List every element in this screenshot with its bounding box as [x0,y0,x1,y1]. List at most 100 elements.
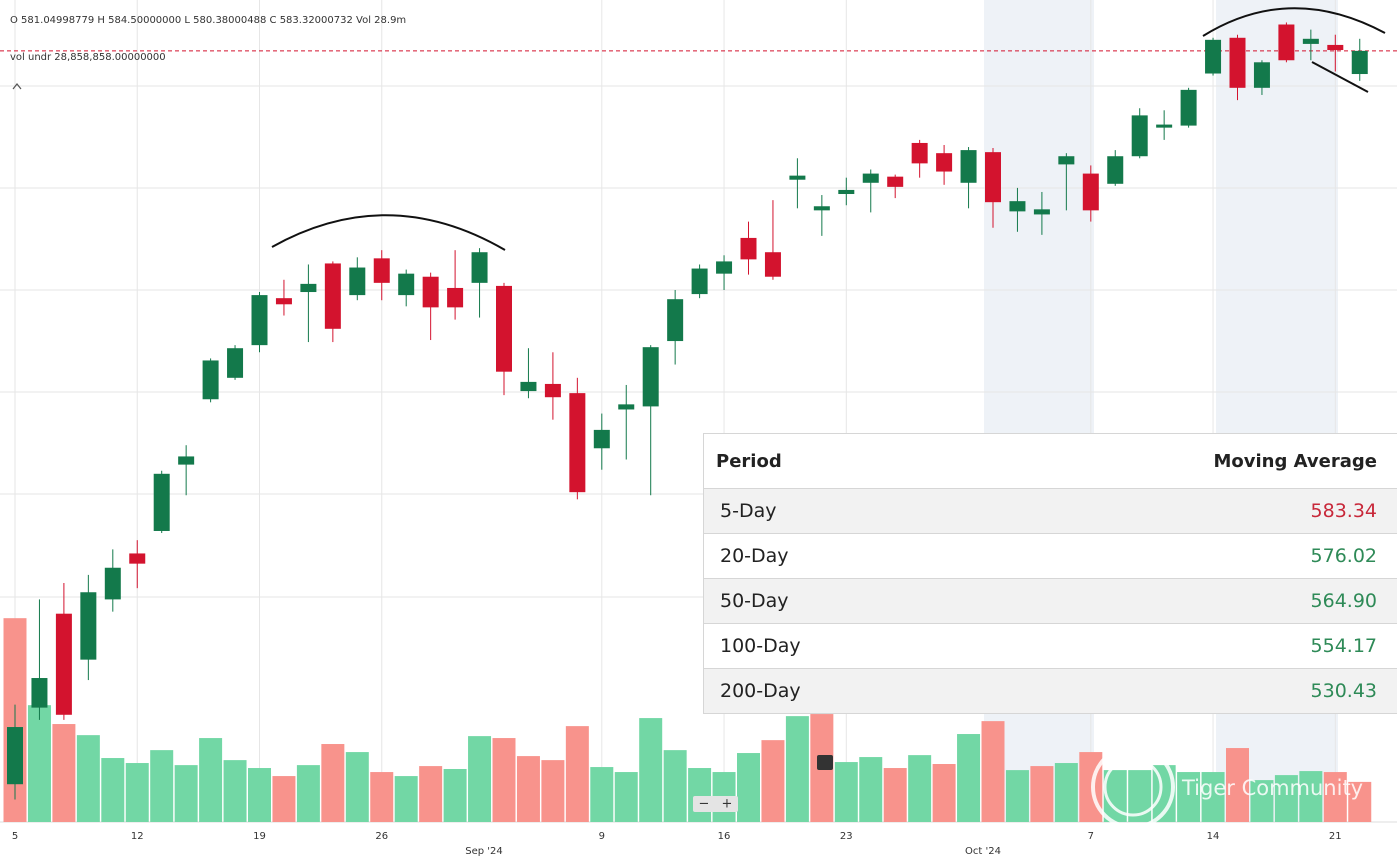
pattern-line [1311,61,1369,93]
candle-body [1278,24,1295,61]
period-cell: 100-Day [720,635,801,657]
candle-body [129,553,146,564]
volume-bar [394,776,418,822]
value-cell: 530.43 [1310,680,1377,702]
volume-bar [1005,770,1029,822]
candle-body [1107,156,1124,184]
volume-bar [1348,781,1372,822]
candle-body [80,592,97,660]
candle-body [618,404,635,410]
month-label: Sep '24 [465,846,503,857]
volume-bar [1274,775,1298,822]
candle-body [1302,38,1319,44]
watermark-logo [1103,757,1163,817]
candle-body [740,237,757,260]
table-row: 5-Day 583.34 [704,488,1397,533]
x-tick-label: 21 [1329,831,1342,842]
volume-bar [1030,766,1054,822]
collapse-icon[interactable] [12,83,22,90]
volume-bar [957,734,981,822]
volume-bar [981,721,1005,822]
candle-body [1156,124,1173,128]
volume-bar [883,768,907,822]
candle-body [716,261,733,274]
ohlc-header: O 581.04998779 H 584.50000000 L 580.3800… [10,15,406,26]
table-row: 100-Day 554.17 [704,623,1397,668]
zoom-out[interactable]: − [699,797,710,812]
volume-bar [443,768,467,822]
volume-bar [419,766,443,822]
moving-average-table: Period Moving Average 5-Day 583.34 20-Day 576… [703,433,1397,714]
candle-body [1180,89,1197,126]
volume-bar [150,750,174,822]
x-tick-label: 14 [1207,831,1220,842]
candle-body [569,393,586,493]
candle-body [300,283,317,293]
volume-bar [1323,772,1347,822]
chart-icon[interactable] [817,755,833,770]
volume-bar [1103,770,1127,822]
candle-body [7,727,23,785]
volume-bar [468,736,492,822]
candle-body [838,189,855,195]
candle-body [422,276,439,308]
candle-body [1205,39,1222,74]
candle-body [1253,62,1270,88]
candle-body [324,263,341,329]
volume-bar [492,738,516,822]
header-cell: Period [716,450,782,472]
candle-body [1327,44,1344,51]
x-tick-label: 5 [12,831,18,842]
pattern-arc [1202,7,1386,37]
volume-bar [614,772,638,822]
volume-bar [1152,765,1176,822]
volume-bar [76,735,100,822]
volume-bar [590,767,614,822]
volume-bar [345,752,369,822]
candle-body [104,567,121,600]
candle-body [642,347,659,407]
candle-body [349,267,366,296]
volume-bar [248,768,271,822]
volume-bar [761,740,785,822]
candle-body [1351,50,1368,75]
table-header: Period Moving Average [704,434,1397,488]
x-tick-label: 16 [718,831,731,842]
candle-body [31,678,48,708]
candle-body [55,613,72,715]
candle-body [691,268,708,295]
x-tick-label: 7 [1088,831,1094,842]
volume-bar [101,758,125,822]
volume-bar [932,764,956,822]
volume-bar [1250,780,1274,822]
candle-body [667,299,684,342]
candle-body [1058,156,1075,165]
x-tick-label: 26 [375,831,388,842]
value-cell: 583.34 [1310,500,1377,522]
watermark-logo [1091,745,1175,829]
zoom-in[interactable]: + [722,797,733,812]
period-cell: 20-Day [720,545,789,567]
candle-body [1229,37,1246,88]
candle-body [813,206,830,211]
candle-body [373,258,390,283]
plot-area [0,0,1397,823]
volume-bar [1226,748,1249,822]
candle-body [202,360,219,400]
table-row: 200-Day 530.43 [704,668,1397,713]
candle-body [178,456,195,465]
candle-body [275,298,292,305]
volume-bar [27,705,51,822]
volume-bar [52,724,76,822]
candle-body [862,173,879,183]
volume-bar [785,716,809,822]
zoom-controls [693,796,738,812]
candle-body [1009,201,1026,212]
x-tick-label: 9 [599,831,605,842]
volume-bar [663,750,687,822]
volume-bar [688,768,712,822]
candle-body [960,150,977,183]
candle-body [153,473,170,531]
candle-body [1082,173,1099,211]
